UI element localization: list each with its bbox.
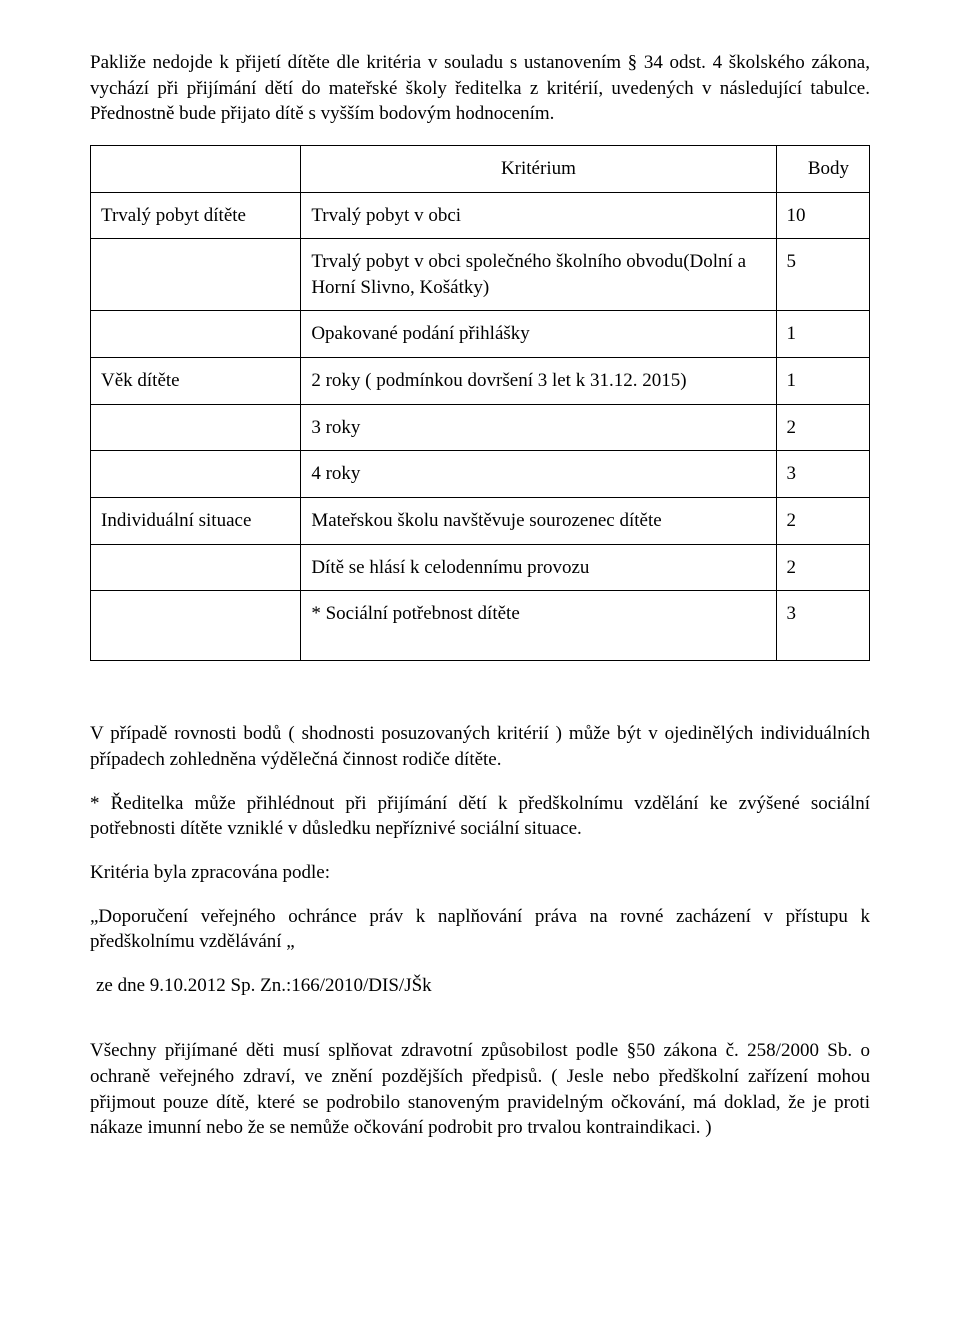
table-cell-criterion: Trvalý pobyt v obci	[301, 192, 776, 239]
table-row: Dítě se hlásí k celodennímu provozu 2	[91, 544, 870, 591]
table-row: Věk dítěte 2 roky ( podmínkou dovršení 3…	[91, 358, 870, 405]
table-cell-points: 3	[776, 591, 869, 661]
document-page: Pakliže nedojde k přijetí dítěte dle kri…	[0, 0, 960, 1219]
table-row: * Sociální potřebnost dítěte 3	[91, 591, 870, 661]
table-cell-category	[91, 311, 301, 358]
paragraph-doporuceni: „Doporučení veřejného ochránce práv k na…	[90, 904, 870, 955]
paragraph-rovnost: V případě rovnosti bodů ( shodnosti posu…	[90, 721, 870, 772]
table-cell-criterion: Dítě se hlásí k celodennímu provozu	[301, 544, 776, 591]
criteria-table: Kritérium Body Trvalý pobyt dítěte Trval…	[90, 145, 870, 661]
table-cell-criterion: Opakované podání přihlášky	[301, 311, 776, 358]
table-cell-points: 1	[776, 358, 869, 405]
table-cell-criterion: * Sociální potřebnost dítěte	[301, 591, 776, 661]
paragraph-last: Všechny přijímané děti musí splňovat zdr…	[90, 1038, 870, 1141]
table-cell-points: 1	[776, 311, 869, 358]
table-cell-category	[91, 404, 301, 451]
table-cell-category: Věk dítěte	[91, 358, 301, 405]
table-header-body: Body	[776, 145, 869, 192]
table-cell-points: 10	[776, 192, 869, 239]
table-cell-category	[91, 591, 301, 661]
table-cell-points: 2	[776, 498, 869, 545]
table-row: Trvalý pobyt v obci společného školního …	[91, 239, 870, 311]
paragraph-reditelka: * Ředitelka může přihlédnout při přijímá…	[90, 791, 870, 842]
table-cell-criterion: Trvalý pobyt v obci společného školního …	[301, 239, 776, 311]
table-row: Trvalý pobyt dítěte Trvalý pobyt v obci …	[91, 192, 870, 239]
table-cell-criterion: 3 roky	[301, 404, 776, 451]
paragraph-intro: Pakliže nedojde k přijetí dítěte dle kri…	[90, 50, 870, 127]
table-row: 3 roky 2	[91, 404, 870, 451]
table-cell-points: 3	[776, 451, 869, 498]
table-cell-criterion: Mateřskou školu navštěvuje sourozenec dí…	[301, 498, 776, 545]
table-header-kriterium: Kritérium	[301, 145, 776, 192]
table-header-row: Kritérium Body	[91, 145, 870, 192]
table-row: Opakované podání přihlášky 1	[91, 311, 870, 358]
table-row: Individuální situace Mateřskou školu nav…	[91, 498, 870, 545]
table-header-empty	[91, 145, 301, 192]
table-cell-criterion: 2 roky ( podmínkou dovršení 3 let k 31.1…	[301, 358, 776, 405]
table-cell-category	[91, 544, 301, 591]
table-row: 4 roky 3	[91, 451, 870, 498]
table-cell-criterion: 4 roky	[301, 451, 776, 498]
table-cell-points: 2	[776, 544, 869, 591]
paragraph-kriteria-podle: Kritéria byla zpracována podle:	[90, 860, 870, 886]
paragraph-date: ze dne 9.10.2012 Sp. Zn.:166/2010/DIS/JŠ…	[96, 973, 870, 999]
table-cell-category: Individuální situace	[91, 498, 301, 545]
table-cell-category	[91, 239, 301, 311]
table-cell-category: Trvalý pobyt dítěte	[91, 192, 301, 239]
table-cell-points: 2	[776, 404, 869, 451]
table-cell-category	[91, 451, 301, 498]
table-cell-points: 5	[776, 239, 869, 311]
